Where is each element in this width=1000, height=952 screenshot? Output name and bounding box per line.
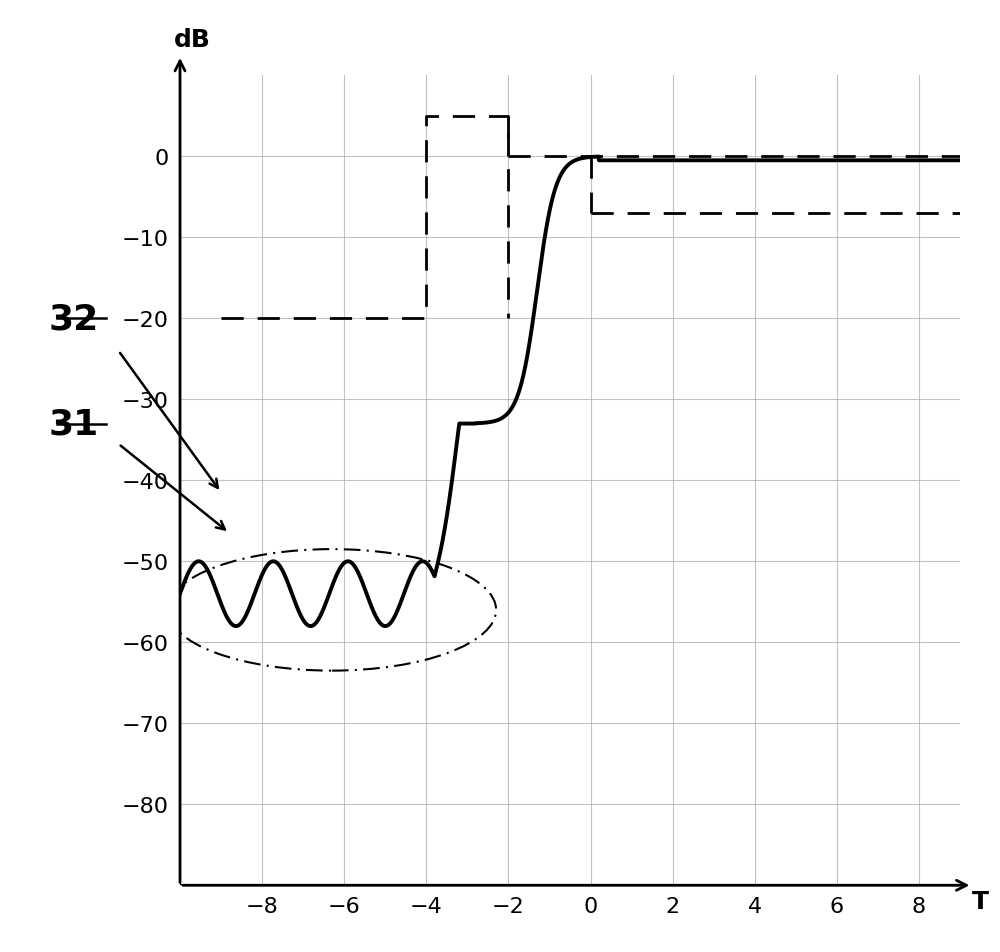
Text: 32: 32 <box>49 302 99 336</box>
Text: 31: 31 <box>49 407 99 441</box>
Text: T: T <box>972 889 989 913</box>
Text: dB: dB <box>174 28 211 52</box>
